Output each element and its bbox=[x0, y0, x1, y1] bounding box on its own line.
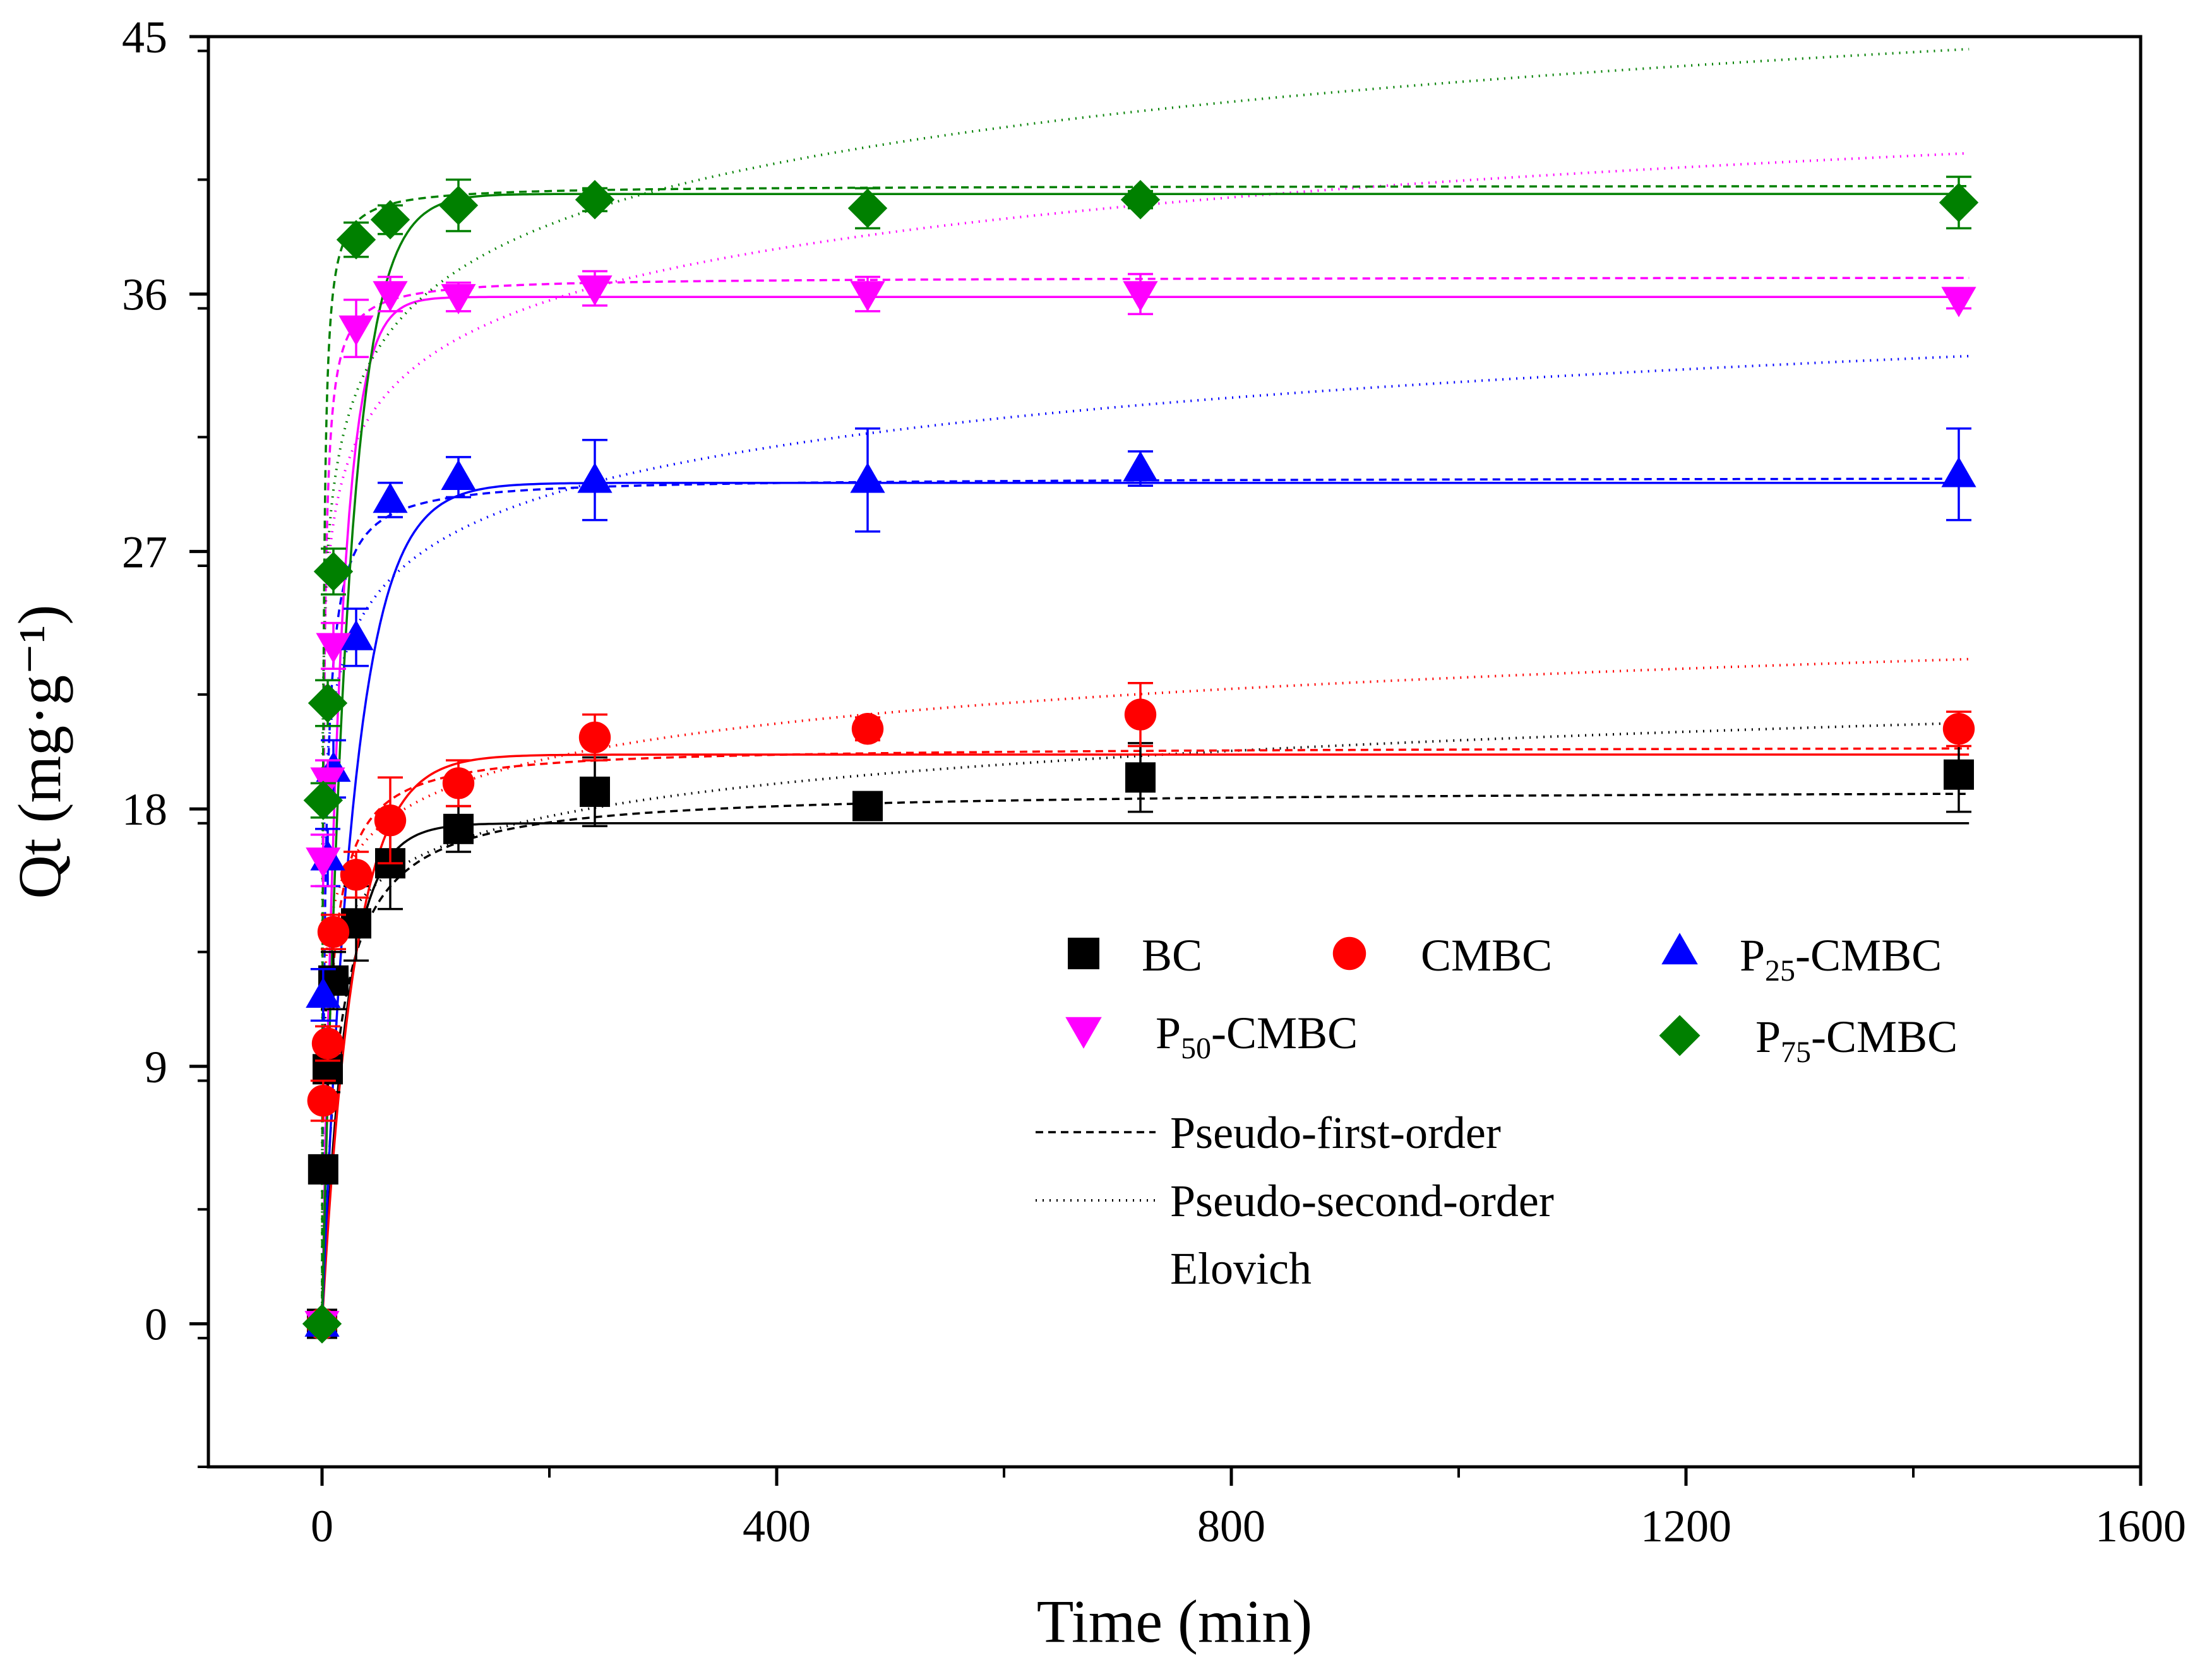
y-tick-label: 45 bbox=[122, 12, 167, 63]
y-tick-label: 9 bbox=[145, 1042, 167, 1092]
data-point-cmbc bbox=[442, 767, 475, 799]
elovich-fit-p75-cmbc bbox=[321, 47, 1970, 1324]
data-point-bc bbox=[852, 791, 883, 822]
data-point-p25-cmbc bbox=[338, 619, 374, 650]
data-point-p50-cmbc bbox=[850, 281, 885, 312]
data-point-bc bbox=[443, 813, 474, 844]
legend-line-label: Pseudo-first-order bbox=[1170, 1108, 1501, 1158]
pseudo-second-order-fit-p25-cmbc bbox=[321, 477, 1970, 1324]
data-point-p25-cmbc bbox=[577, 462, 613, 493]
data-point-p50-cmbc bbox=[338, 315, 374, 346]
fit-curves bbox=[321, 47, 1970, 1324]
x-tick-label: 1600 bbox=[2095, 1501, 2186, 1551]
data-point-p75-cmbc bbox=[336, 220, 376, 260]
data-point-p25-cmbc bbox=[441, 460, 476, 491]
legend-marker-p75-cmbc bbox=[1659, 1015, 1701, 1056]
legend-line-label: Pseudo-second-order bbox=[1170, 1176, 1554, 1226]
pseudo-second-order-fit-cmbc bbox=[321, 747, 1970, 1324]
y-axis-title: Qt (mg·g⁻¹) bbox=[6, 604, 73, 899]
data-point-cmbc bbox=[307, 1084, 339, 1117]
data-point-p50-cmbc bbox=[441, 284, 476, 314]
data-point-cmbc bbox=[1124, 698, 1157, 731]
plot-area-frame bbox=[206, 35, 2143, 1469]
legend-label-cmbc: CMBC bbox=[1421, 930, 1552, 981]
data-point-p75-cmbc bbox=[1939, 182, 1979, 222]
elovich-fit-cmbc bbox=[321, 657, 1970, 1324]
legend-marker-p25-cmbc bbox=[1661, 933, 1698, 965]
data-point-p25-cmbc bbox=[1123, 451, 1158, 482]
data-point-cmbc bbox=[374, 804, 407, 837]
data-point-p75-cmbc bbox=[303, 780, 343, 820]
legend-label-p25-cmbc: P25-CMBC bbox=[1740, 930, 1942, 988]
x-tick-label: 400 bbox=[743, 1501, 811, 1551]
data-point-bc bbox=[308, 1154, 338, 1185]
elovich-fit-p25-cmbc bbox=[321, 354, 1970, 1324]
legend-marker-bc bbox=[1068, 938, 1099, 969]
data-point-cmbc bbox=[311, 1027, 344, 1060]
x-tick-label: 1200 bbox=[1641, 1501, 1731, 1551]
data-point-bc bbox=[1125, 762, 1156, 793]
legend-label-bc: BC bbox=[1142, 930, 1202, 981]
data-point-p75-cmbc bbox=[370, 200, 410, 240]
data-point-cmbc bbox=[578, 721, 611, 754]
data-point-p75-cmbc bbox=[302, 1304, 342, 1344]
pseudo-first-order-fit-p25-cmbc bbox=[321, 481, 1970, 1324]
data-point-bc bbox=[580, 776, 610, 807]
elovich-fit-p50-cmbc bbox=[321, 152, 1970, 1324]
pseudo-first-order-fit-cmbc bbox=[321, 753, 1970, 1324]
data-point-bc bbox=[1944, 759, 1974, 790]
y-tick-label: 18 bbox=[122, 784, 167, 835]
data-point-p50-cmbc bbox=[373, 281, 408, 312]
pseudo-first-order-fit-p75-cmbc bbox=[321, 193, 1970, 1324]
data-point-p25-cmbc bbox=[1941, 457, 1976, 487]
pseudo-second-order-fit-p75-cmbc bbox=[321, 185, 1970, 1324]
data-point-p75-cmbc bbox=[308, 683, 348, 723]
data-point-p25-cmbc bbox=[306, 977, 341, 1008]
data-point-cmbc bbox=[1942, 713, 1975, 745]
x-tick-label: 0 bbox=[311, 1501, 333, 1551]
axis-ticks: 0 400 800 1200 1600 0 9 18 27 36 45 bbox=[122, 12, 2186, 1551]
pseudo-second-order-fit-bc bbox=[321, 792, 1970, 1324]
legend: BC CMBC P25-CMBC P50-CMBC P75-CMBC Pseudo-fir… bbox=[1036, 930, 1958, 1294]
legend-marker-p50-cmbc bbox=[1065, 1017, 1102, 1049]
data-point-p50-cmbc bbox=[577, 275, 613, 306]
data-point-cmbc bbox=[340, 859, 373, 891]
x-tick-label: 800 bbox=[1197, 1501, 1265, 1551]
legend-label-p75-cmbc: P75-CMBC bbox=[1755, 1012, 1958, 1069]
legend-label-p50-cmbc: P50-CMBC bbox=[1156, 1008, 1358, 1065]
data-point-p75-cmbc bbox=[847, 188, 888, 228]
x-axis-title: Time (min) bbox=[1037, 1587, 1313, 1655]
pseudo-first-order-fit-p50-cmbc bbox=[321, 296, 1970, 1324]
elovich-fit-bc bbox=[321, 721, 1970, 1324]
y-tick-label: 36 bbox=[122, 270, 167, 320]
data-point-p75-cmbc bbox=[313, 551, 354, 592]
data-point-p75-cmbc bbox=[575, 180, 615, 220]
data-point-p75-cmbc bbox=[438, 186, 479, 225]
data-point-p50-cmbc bbox=[1123, 281, 1158, 312]
data-point-p50-cmbc bbox=[1941, 287, 1976, 318]
data-point-p75-cmbc bbox=[1120, 180, 1161, 220]
data-points bbox=[302, 176, 1979, 1344]
data-point-p25-cmbc bbox=[373, 482, 408, 513]
data-point-p50-cmbc bbox=[316, 633, 351, 664]
pseudo-second-order-fit-p50-cmbc bbox=[321, 277, 1970, 1324]
legend-line-label: Elovich bbox=[1170, 1243, 1312, 1294]
y-tick-label: 27 bbox=[122, 527, 167, 577]
data-point-cmbc bbox=[851, 713, 884, 745]
data-point-p50-cmbc bbox=[306, 847, 341, 878]
y-tick-label: 0 bbox=[145, 1300, 167, 1350]
data-point-cmbc bbox=[317, 916, 350, 948]
pseudo-first-order-fit-bc bbox=[321, 822, 1970, 1324]
legend-marker-cmbc bbox=[1332, 936, 1366, 971]
data-point-p25-cmbc bbox=[850, 462, 885, 493]
